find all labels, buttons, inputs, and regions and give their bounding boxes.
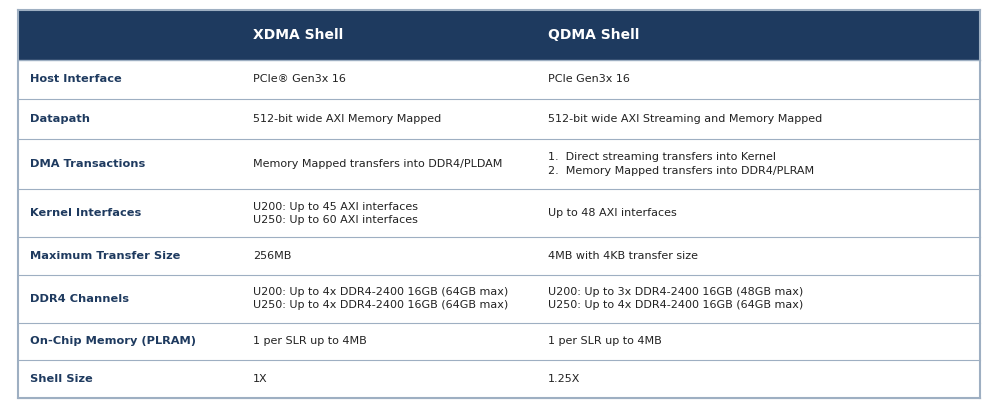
Text: U200: Up to 3x DDR4-2400 16GB (48GB max)
U250: Up to 4x DDR4-2400 16GB (64GB max: U200: Up to 3x DDR4-2400 16GB (48GB max)… [548,287,802,310]
Text: 1.25X: 1.25X [548,374,580,384]
Text: 1.  Direct streaming transfers into Kernel
2.  Memory Mapped transfers into DDR4: 1. Direct streaming transfers into Kerne… [548,152,813,176]
Text: PCIe® Gen3x 16: PCIe® Gen3x 16 [253,74,346,84]
Bar [18,237,980,275]
Text: XDMA Shell: XDMA Shell [253,28,343,42]
Text: Maximum Transfer Size: Maximum Transfer Size [30,251,181,261]
Text: Memory Mapped transfers into DDR4/PLDAM: Memory Mapped transfers into DDR4/PLDAM [253,159,503,169]
Text: 1 per SLR up to 4MB: 1 per SLR up to 4MB [253,336,367,346]
Text: Datapath: Datapath [30,114,90,124]
Text: On-Chip Memory (PLRAM): On-Chip Memory (PLRAM) [30,336,196,346]
Text: 512-bit wide AXI Streaming and Memory Mapped: 512-bit wide AXI Streaming and Memory Ma… [548,114,821,124]
Text: 256MB: 256MB [253,251,291,261]
Text: 512-bit wide AXI Memory Mapped: 512-bit wide AXI Memory Mapped [253,114,441,124]
Text: DMA Transactions: DMA Transactions [30,159,145,169]
Bar [18,189,980,237]
Text: Shell Size: Shell Size [30,374,93,384]
Bar [18,360,980,398]
Text: Host Interface: Host Interface [30,74,122,84]
Bar [18,323,980,360]
Bar [18,139,980,189]
Text: Kernel Interfaces: Kernel Interfaces [30,208,141,218]
Text: U200: Up to 45 AXI interfaces
U250: Up to 60 AXI interfaces: U200: Up to 45 AXI interfaces U250: Up t… [253,202,418,225]
Bar [18,10,980,60]
Text: 4MB with 4KB transfer size: 4MB with 4KB transfer size [548,251,698,261]
Text: Up to 48 AXI interfaces: Up to 48 AXI interfaces [548,208,677,218]
Bar [18,275,980,323]
Text: DDR4 Channels: DDR4 Channels [30,294,129,304]
Text: 1 per SLR up to 4MB: 1 per SLR up to 4MB [548,336,662,346]
Bar [18,60,980,99]
Bar [18,99,980,139]
Text: U200: Up to 4x DDR4-2400 16GB (64GB max)
U250: Up to 4x DDR4-2400 16GB (64GB max: U200: Up to 4x DDR4-2400 16GB (64GB max)… [253,287,508,310]
Text: PCIe Gen3x 16: PCIe Gen3x 16 [548,74,630,84]
Text: QDMA Shell: QDMA Shell [548,28,639,42]
Text: 1X: 1X [253,374,267,384]
